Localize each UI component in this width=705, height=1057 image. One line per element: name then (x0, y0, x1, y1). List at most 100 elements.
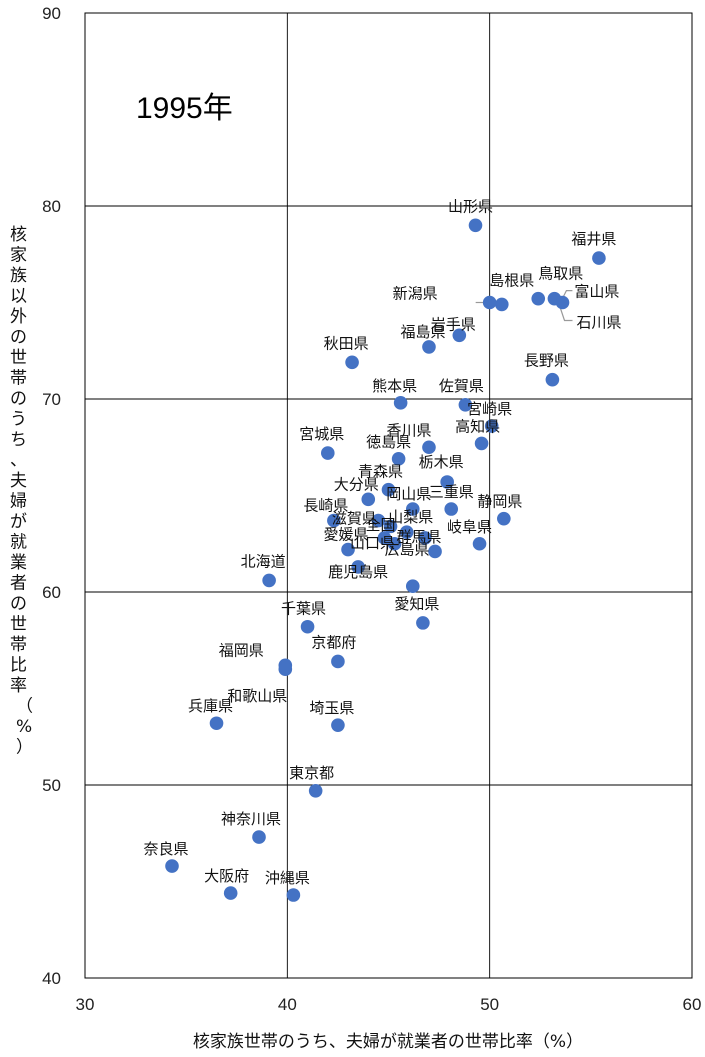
point-label: 三重県 (429, 483, 474, 501)
point-label: 和歌山県 (227, 687, 287, 705)
y-tick-label: 50 (42, 776, 61, 795)
point-label: 宮崎県 (467, 400, 512, 418)
point-label: 神奈川県 (221, 810, 281, 828)
point-label: 新潟県 (393, 285, 438, 303)
x-axis-label: 核家族世帯のうち、夫婦が就業者の世帯比率（%） (193, 1032, 583, 1052)
y-tick-label: 60 (42, 583, 61, 602)
data-point (223, 886, 238, 900)
data-point (452, 328, 467, 343)
point-label: 北海道 (241, 552, 286, 570)
data-point (472, 536, 487, 551)
data-point (422, 340, 436, 354)
plot-frame (84, 12, 693, 979)
data-point (545, 372, 560, 387)
point-label: 富山県 (574, 283, 619, 301)
leader-line (559, 308, 573, 322)
point-label: 京都府 (311, 633, 356, 651)
data-point (399, 525, 414, 539)
data-point (381, 482, 396, 497)
point-label: 山形県 (448, 197, 493, 215)
point-label: 静岡県 (477, 493, 522, 511)
y-tick-label: 80 (42, 197, 61, 216)
data-point (383, 519, 398, 534)
x-tick-label: 50 (480, 995, 499, 1014)
data-point (278, 662, 293, 676)
data-point (440, 475, 454, 489)
point-label: 東京都 (289, 764, 334, 782)
data-point (458, 397, 473, 412)
data-point (405, 579, 420, 594)
point-label: 山梨県 (388, 508, 433, 526)
data-point (262, 573, 276, 588)
point-label: 広島県 (385, 540, 430, 558)
point-label: 全国 (366, 516, 396, 534)
data-point (361, 492, 376, 507)
point-label: 愛媛県 (324, 526, 369, 544)
point-label: 石川県 (577, 314, 622, 332)
data-point (555, 295, 570, 310)
point-label: 沖縄県 (265, 869, 310, 887)
point-label: 島根県 (489, 271, 534, 289)
data-point (405, 502, 420, 516)
point-label: 福井県 (571, 230, 616, 248)
data-point (209, 716, 224, 731)
data-point (351, 560, 365, 574)
point-label: 鳥取県 (538, 265, 583, 283)
point-label: 岩手県 (431, 315, 476, 333)
point-label: 長野県 (524, 352, 569, 370)
point-label: 愛知県 (394, 595, 439, 613)
grid-lines (84, 12, 693, 979)
y-tick-label: 70 (42, 390, 61, 409)
point-label: 大分県 (334, 475, 379, 493)
data-point (377, 531, 392, 545)
data-point (308, 783, 323, 798)
point-label: 宮城県 (299, 425, 344, 443)
point-label: 岐阜県 (447, 518, 492, 536)
y-tick-label: 90 (42, 4, 61, 23)
data-point (345, 355, 359, 370)
data-point (331, 654, 345, 669)
point-label: 徳島県 (366, 433, 411, 451)
point-label: 香川県 (386, 421, 431, 439)
point-label: 群馬県 (396, 528, 441, 546)
y-axis-label: 核家族以外の世帯のうち、夫婦が就業者の世帯比率（%） (10, 225, 33, 758)
point-label: 兵庫県 (188, 697, 233, 715)
point-label: 長崎県 (303, 497, 348, 515)
point-label: 秋田県 (324, 334, 369, 352)
point-label: 青森県 (358, 463, 403, 481)
data-point (531, 291, 546, 306)
point-label: 岡山県 (386, 485, 431, 503)
data-point (482, 295, 497, 310)
point-label: 佐賀県 (439, 377, 484, 395)
point-label: 山口県 (350, 534, 395, 552)
data-point (428, 544, 442, 559)
data-point (341, 542, 355, 557)
point-label: 埼玉県 (309, 699, 354, 717)
data-point (387, 536, 402, 551)
data-point (592, 251, 606, 265)
data-point (286, 888, 301, 902)
data-point (495, 297, 509, 312)
data-point (418, 531, 432, 545)
point-label: 高知県 (455, 417, 500, 435)
point-label: 栃木県 (419, 453, 464, 471)
data-point (444, 502, 459, 516)
data-point (300, 619, 315, 634)
data-point (497, 511, 511, 526)
point-label: 福島県 (400, 323, 445, 341)
x-tick-label: 60 (683, 995, 702, 1014)
data-point (484, 419, 499, 433)
data-point (422, 440, 436, 455)
point-label: 大阪府 (204, 867, 249, 885)
data-point (327, 513, 341, 528)
point-label: 鹿児島県 (328, 563, 388, 581)
point-label: 奈良県 (143, 840, 188, 858)
x-tick-label: 30 (76, 995, 95, 1014)
point-label: 福岡県 (219, 641, 264, 659)
axis-ticks: 30 40 50 60 40 50 60 70 80 90 (42, 4, 701, 1014)
x-tick-label: 40 (278, 995, 297, 1014)
data-point (252, 830, 266, 844)
data-point (468, 218, 483, 233)
